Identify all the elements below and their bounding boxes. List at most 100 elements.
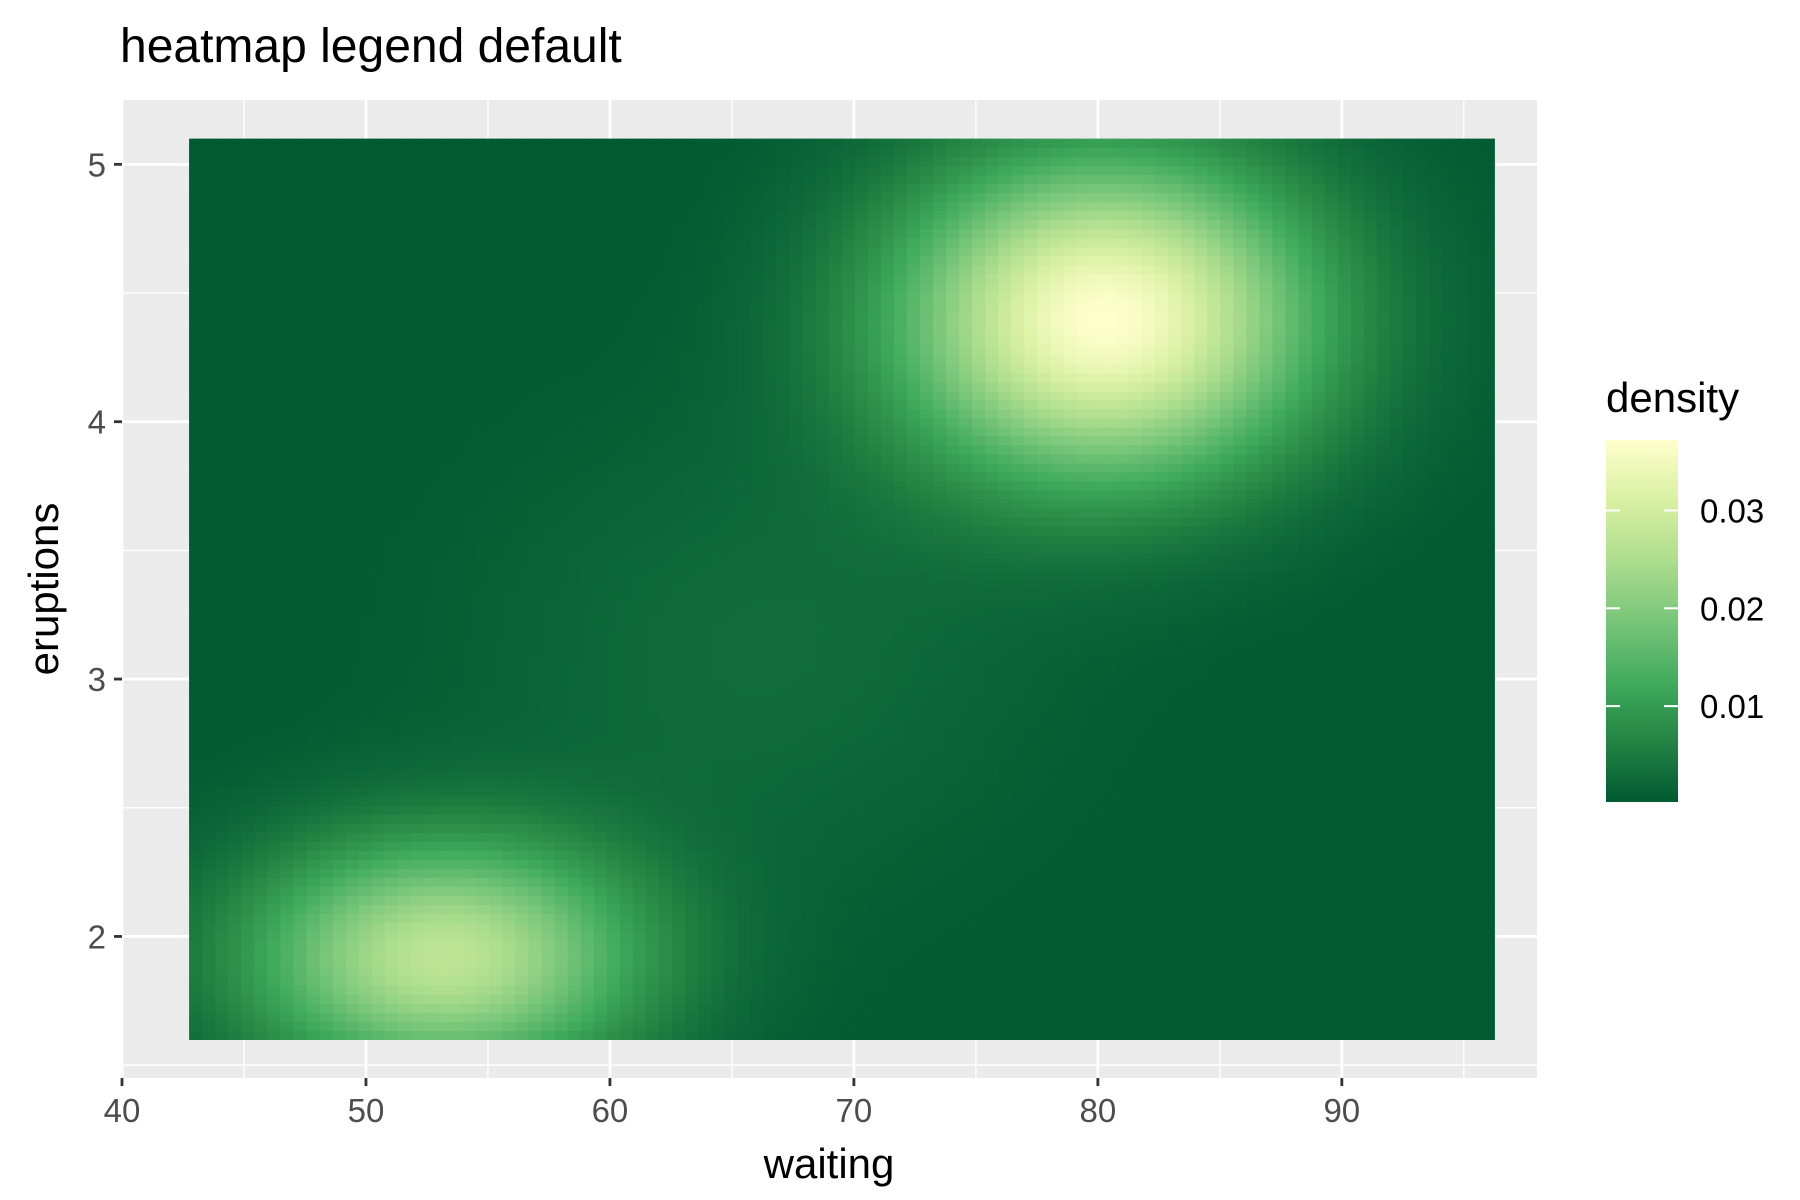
heatmap-cell [528, 363, 543, 374]
heatmap-cell [632, 670, 647, 680]
heatmap-cell [319, 255, 334, 266]
heatmap-cell [358, 913, 373, 923]
heatmap-cell [645, 570, 660, 581]
heatmap-cell [541, 183, 556, 194]
heatmap-cell [450, 363, 464, 374]
heatmap-cell [371, 796, 386, 806]
heatmap-cell [397, 516, 412, 527]
heatmap-cell [606, 922, 621, 932]
heatmap-cell [476, 273, 490, 284]
heatmap-cell [345, 976, 360, 986]
heatmap-cell [280, 579, 295, 590]
heatmap-cell [450, 372, 464, 383]
heatmap-cell [815, 877, 830, 887]
heatmap-cell [450, 787, 464, 797]
heatmap-cell [789, 246, 804, 257]
heatmap-cell [685, 435, 699, 446]
heatmap-cell [528, 967, 543, 977]
heatmap-cell [489, 589, 503, 599]
heatmap-cell [698, 201, 712, 212]
heatmap-cell [189, 607, 203, 617]
heatmap-cell [463, 724, 477, 734]
heatmap-cell [306, 345, 321, 356]
heatmap-cell [397, 552, 412, 563]
heatmap-cell [345, 850, 360, 860]
heatmap-cell [815, 363, 830, 374]
heatmap-cell [476, 985, 490, 995]
heatmap-cell [528, 787, 543, 797]
heatmap-cell [685, 408, 699, 419]
heatmap-cell [215, 589, 229, 599]
heatmap-cell [632, 931, 647, 941]
heatmap-cell [254, 156, 268, 167]
heatmap-cell [554, 318, 569, 329]
heatmap-cell [502, 877, 516, 887]
heatmap-cell [358, 922, 373, 932]
heatmap-cell [424, 841, 438, 851]
heatmap-cell [672, 516, 686, 527]
heatmap-cell [215, 760, 229, 770]
heatmap-cell [763, 480, 778, 491]
heatmap-cell [319, 462, 334, 473]
heatmap-cell [672, 201, 686, 212]
heatmap-cell [397, 381, 412, 392]
heatmap-cell [711, 354, 725, 365]
heatmap-cell [397, 318, 412, 329]
heatmap-cell [345, 453, 360, 464]
heatmap-cell [437, 886, 451, 896]
heatmap-cell [580, 282, 595, 293]
heatmap-cell [763, 1030, 778, 1040]
heatmap-cell [410, 300, 425, 311]
heatmap-cell [724, 958, 738, 968]
heatmap-cell [828, 823, 843, 833]
heatmap-cell [489, 264, 503, 275]
heatmap-cell [410, 670, 425, 680]
heatmap-cell [397, 444, 412, 455]
heatmap-cell [437, 652, 451, 662]
heatmap-cell [828, 913, 843, 923]
heatmap-cell [397, 958, 412, 968]
heatmap-cell [541, 327, 556, 338]
heatmap-cell [254, 345, 268, 356]
heatmap-cell [554, 895, 569, 905]
heatmap-cell [358, 625, 373, 635]
heatmap-cell [632, 994, 647, 1004]
heatmap-cell [658, 552, 673, 563]
heatmap-cell [358, 372, 373, 383]
heatmap-cell [502, 426, 516, 437]
heatmap-cell [280, 138, 295, 149]
heatmap-cell [737, 679, 751, 689]
heatmap-cell [593, 300, 608, 311]
heatmap-cell [658, 976, 673, 986]
heatmap-cell [789, 1003, 804, 1013]
heatmap-cell [580, 670, 595, 680]
heatmap-cell [293, 697, 308, 707]
heatmap-cell [345, 165, 360, 176]
heatmap-cell [189, 381, 203, 392]
heatmap-cell [750, 435, 764, 446]
heatmap-cell [593, 814, 608, 824]
heatmap-cell [358, 949, 373, 959]
heatmap-cell [515, 805, 530, 815]
heatmap-cell [554, 282, 569, 293]
heatmap-cell [672, 697, 686, 707]
heatmap-cell [397, 967, 412, 977]
heatmap-cell [698, 760, 712, 770]
heatmap-cell [450, 300, 464, 311]
heatmap-cell [254, 940, 268, 950]
heatmap-cell [580, 291, 595, 302]
heatmap-cell [463, 670, 477, 680]
heatmap-cell [228, 724, 242, 734]
heatmap-cell [567, 417, 582, 428]
heatmap-cell [319, 480, 334, 491]
heatmap-cell [371, 616, 386, 626]
heatmap-cell [672, 453, 686, 464]
heatmap-cell [763, 823, 778, 833]
heatmap-cell [358, 498, 373, 509]
heatmap-cell [332, 904, 347, 914]
heatmap-cell [319, 850, 334, 860]
heatmap-cell [189, 192, 203, 203]
heatmap-cell [293, 778, 308, 788]
heatmap-cell [502, 706, 516, 716]
heatmap-cell [802, 408, 817, 419]
